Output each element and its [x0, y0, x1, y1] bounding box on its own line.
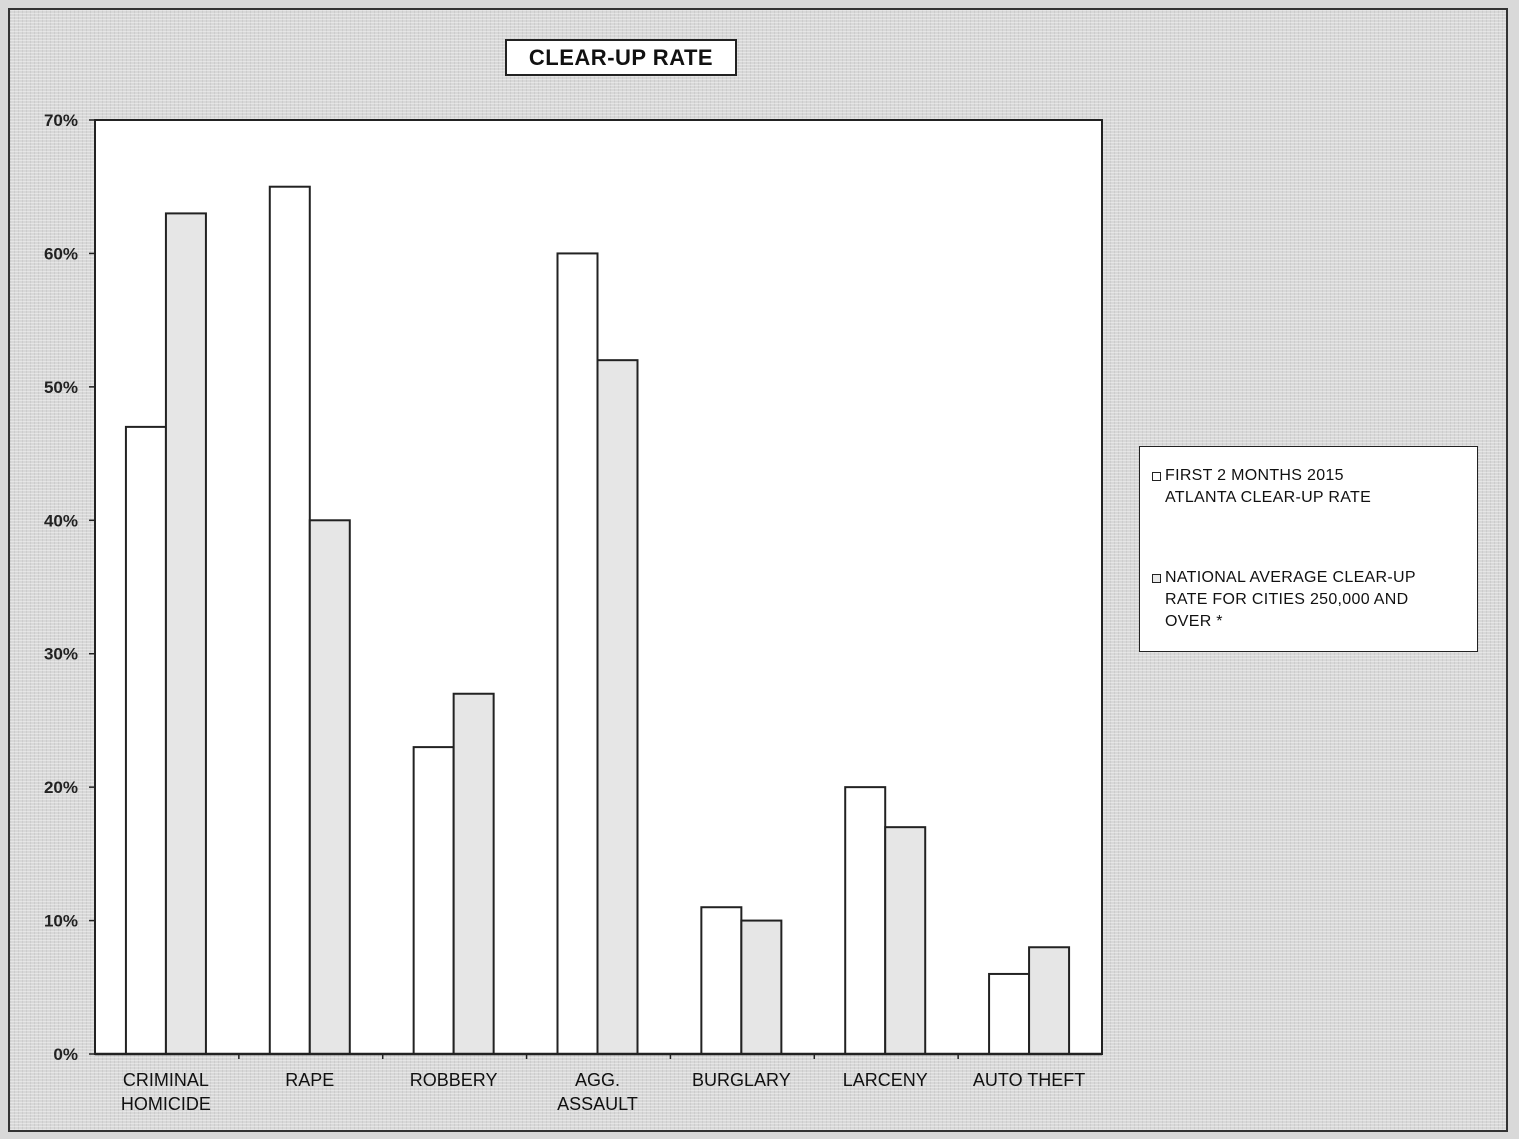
- bar-atlanta: [556, 252, 599, 1055]
- legend-swatch-atlanta: [1152, 472, 1161, 481]
- x-tick-label: ROBBERY: [410, 1070, 498, 1090]
- legend-swatch-national: [1152, 574, 1161, 583]
- y-tick-label: 50%: [44, 378, 78, 397]
- x-tick-label: RAPE: [285, 1070, 334, 1090]
- bar-national: [740, 919, 783, 1055]
- y-tick-label: 70%: [44, 111, 78, 130]
- bar-atlanta: [412, 746, 455, 1055]
- bar-atlanta: [844, 786, 887, 1056]
- bar-atlanta: [124, 425, 167, 1055]
- y-tick-label: 30%: [44, 645, 78, 664]
- legend-item-atlanta: FIRST 2 MONTHS 2015 ATLANTA CLEAR-UP RAT…: [1152, 465, 1470, 509]
- x-tick-label: AGG. ASSAULT: [557, 1070, 638, 1114]
- y-tick-label: 10%: [44, 912, 78, 931]
- bar-national: [596, 359, 639, 1055]
- y-tick-label: 0%: [53, 1045, 78, 1064]
- chart-legend: FIRST 2 MONTHS 2015 ATLANTA CLEAR-UP RAT…: [1139, 446, 1478, 652]
- x-tick-label: CRIMINAL HOMICIDE: [121, 1070, 211, 1114]
- legend-label-national: NATIONAL AVERAGE CLEAR-UP RATE FOR CITIE…: [1165, 569, 1416, 630]
- bar-atlanta: [700, 906, 743, 1055]
- bar-national: [308, 519, 351, 1055]
- x-tick-label: LARCENY: [843, 1070, 928, 1090]
- y-tick-label: 40%: [44, 511, 78, 530]
- x-tick-label: BURGLARY: [692, 1070, 791, 1090]
- chart-title-text: CLEAR-UP RATE: [528, 44, 714, 70]
- y-tick-label: 60%: [44, 244, 78, 263]
- bar-national: [884, 826, 927, 1056]
- bar-national: [452, 692, 495, 1055]
- bar-national: [164, 212, 207, 1055]
- bar-national: [1028, 946, 1071, 1055]
- bar-atlanta: [268, 185, 311, 1055]
- legend-item-national: NATIONAL AVERAGE CLEAR-UP RATE FOR CITIE…: [1152, 567, 1470, 633]
- bar-atlanta: [988, 972, 1031, 1056]
- chart-title: CLEAR-UP RATE: [505, 39, 737, 76]
- x-tick-label: AUTO THEFT: [973, 1070, 1085, 1090]
- legend-label-atlanta: FIRST 2 MONTHS 2015 ATLANTA CLEAR-UP RAT…: [1165, 467, 1372, 506]
- y-tick-label: 20%: [44, 778, 78, 797]
